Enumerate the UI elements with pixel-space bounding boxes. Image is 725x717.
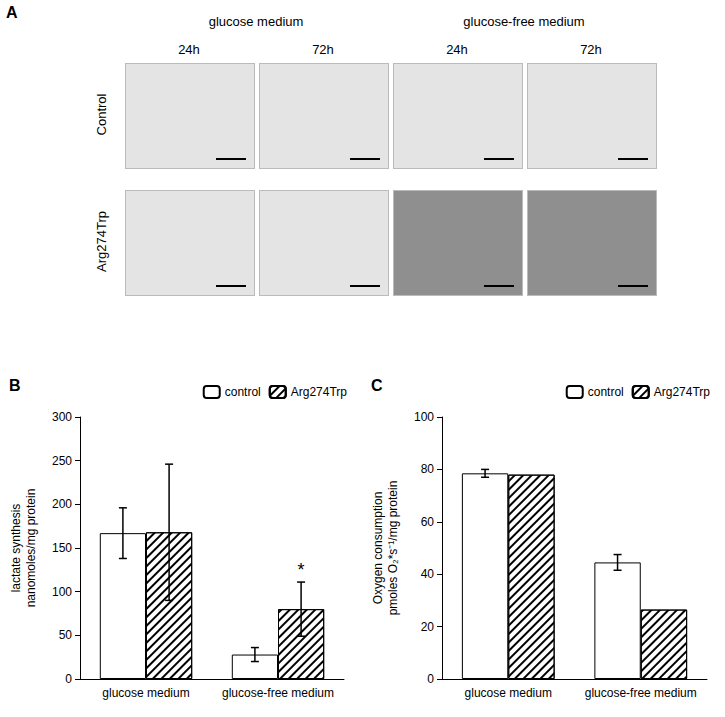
svg-text:control: control	[588, 385, 624, 399]
svg-text:glucose medium: glucose medium	[465, 686, 552, 700]
svg-text:lactate synthesis: lactate synthesis	[9, 504, 23, 593]
svg-text:50: 50	[59, 628, 73, 642]
svg-text:C: C	[371, 377, 383, 394]
html-text:24h: 24h	[178, 42, 200, 57]
html-text:24h: 24h	[446, 42, 468, 57]
svg-text:20: 20	[421, 620, 435, 634]
svg-text:glucose medium: glucose medium	[102, 686, 189, 700]
svg-text:Oxygen consumption: Oxygen consumption	[371, 492, 385, 605]
svg-text:100: 100	[414, 410, 434, 424]
svg-text:300: 300	[52, 410, 72, 424]
svg-text:pmoles O₂*s⁻¹/mg protein: pmoles O₂*s⁻¹/mg protein	[386, 481, 400, 616]
svg-text:glucose-free medium: glucose-free medium	[222, 686, 334, 700]
svg-text:150: 150	[52, 541, 72, 555]
svg-text:100: 100	[52, 585, 72, 599]
svg-text:Arg274Trp: Arg274Trp	[654, 385, 711, 399]
svg-text:glucose-free medium: glucose-free medium	[585, 686, 697, 700]
svg-text:250: 250	[52, 454, 72, 468]
svg-text:control: control	[225, 385, 261, 399]
html-text:72h: 72h	[312, 42, 334, 57]
html-text:Control: Control	[93, 93, 109, 136]
svg-text:Arg274Trp: Arg274Trp	[291, 385, 348, 399]
svg-text:40: 40	[421, 567, 435, 581]
svg-text:60: 60	[421, 515, 435, 529]
svg-text:0: 0	[65, 672, 72, 686]
svg-text:nanomoles/mg protein: nanomoles/mg protein	[24, 489, 38, 608]
svg-text:B: B	[9, 377, 21, 394]
svg-text:80: 80	[421, 462, 435, 476]
svg-text:*: *	[298, 560, 305, 580]
svg-text:0: 0	[427, 672, 434, 686]
html-text:A: A	[6, 4, 18, 21]
html-text:72h: 72h	[580, 42, 602, 57]
html-text:glucose-free medium: glucose-free medium	[463, 14, 585, 29]
html-text:glucose medium: glucose medium	[208, 14, 304, 29]
svg-text:200: 200	[52, 497, 72, 511]
html-text:Arg274Trp: Arg274Trp	[93, 211, 109, 272]
